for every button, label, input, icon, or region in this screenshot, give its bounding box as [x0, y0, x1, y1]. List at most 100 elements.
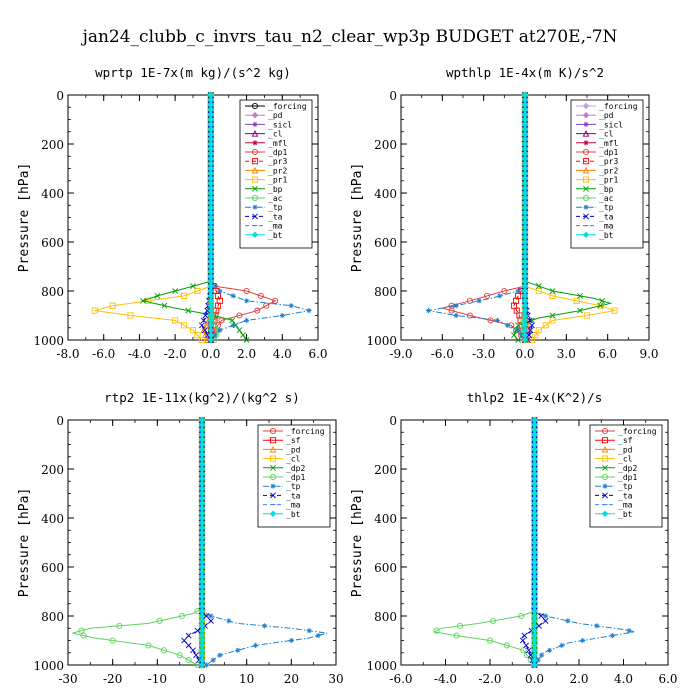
- data-point: [202, 312, 209, 319]
- legend-marker: [270, 483, 276, 489]
- y-tick-label: 800: [41, 610, 64, 624]
- legend-marker: [252, 140, 258, 146]
- data-point: [519, 637, 526, 644]
- data-point: [127, 312, 134, 319]
- y-tick-label: 1000: [366, 659, 397, 673]
- legend-label: _dp1: [268, 148, 287, 157]
- legend-label: _bt: [286, 510, 301, 519]
- data-point: [172, 317, 179, 324]
- data-point: [190, 283, 196, 290]
- data-point: [501, 287, 508, 295]
- data-point: [539, 652, 545, 658]
- legend-marker: [582, 129, 590, 137]
- data-point: [306, 628, 312, 634]
- data-point: [315, 633, 321, 639]
- data-point: [140, 297, 146, 304]
- data-point: [538, 613, 545, 619]
- data-point: [156, 617, 163, 624]
- chart-panel-4: thlp2 1E-4x(K^2)/s 0 200 400 600 800 1000-6.0 -…: [350, 390, 678, 686]
- data-point: [549, 292, 556, 299]
- data-point: [279, 312, 285, 319]
- data-point: [185, 657, 192, 664]
- panel-title: thlp2 1E-4x(K^2)/s: [467, 390, 602, 405]
- data-point: [583, 312, 591, 319]
- series-dp1: [72, 416, 206, 669]
- legend-label: _dp1: [599, 148, 618, 157]
- data-point: [145, 642, 152, 649]
- data-point: [453, 632, 460, 639]
- data-point: [453, 303, 459, 309]
- y-tick-label: 400: [41, 187, 64, 201]
- data-point: [535, 287, 542, 295]
- data-point: [91, 307, 98, 314]
- x-tick-label: 6.0: [598, 347, 617, 361]
- data-point: [194, 332, 201, 339]
- legend-label: _sicl: [599, 120, 623, 129]
- data-point: [518, 612, 525, 620]
- data-point: [626, 628, 632, 634]
- x-tick-label: 2.0: [569, 672, 588, 686]
- legend-marker: [251, 102, 259, 110]
- y-tick-label: 200: [41, 463, 64, 477]
- data-point: [521, 632, 528, 639]
- legend-marker: [583, 204, 589, 210]
- series-pr1: [91, 91, 214, 344]
- data-point: [235, 647, 241, 653]
- data-point: [172, 288, 179, 294]
- data-point: [536, 622, 542, 629]
- data-point: [484, 292, 491, 299]
- x-tick-label: -6.0: [431, 347, 454, 361]
- legend-label: _tp: [599, 203, 614, 212]
- data-point: [515, 327, 521, 333]
- legend-marker: [583, 121, 589, 127]
- x-tick-label: -30: [58, 672, 77, 686]
- x-tick-label: -2.0: [164, 347, 187, 361]
- legend-label: _mfl: [599, 139, 618, 148]
- y-axis-label: Pressure [hPa]: [17, 163, 32, 273]
- data-point: [261, 623, 268, 629]
- data-point: [176, 652, 183, 659]
- data-point: [80, 632, 87, 639]
- legend-box: [257, 424, 331, 528]
- legend-marker: [251, 176, 259, 183]
- data-point: [243, 287, 250, 295]
- legend-label: _ma: [286, 501, 301, 510]
- legend-marker: [252, 185, 258, 192]
- y-tick-label: 400: [41, 512, 64, 526]
- data-point: [527, 652, 534, 659]
- data-point: [487, 317, 494, 324]
- data-point: [198, 661, 206, 669]
- x-tick-label: -8.0: [56, 347, 79, 361]
- data-point: [230, 322, 236, 328]
- y-tick-label: 800: [41, 285, 64, 299]
- data-point: [577, 292, 584, 299]
- data-point: [190, 647, 196, 654]
- data-point: [198, 336, 205, 344]
- legend-marker: [582, 166, 590, 174]
- y-tick-label: 200: [374, 138, 397, 152]
- series-bt: [531, 416, 538, 669]
- legend-label: _dp1: [286, 473, 305, 482]
- data-point: [288, 637, 294, 644]
- panel-title: rtp2 1E-11x(kg^2)/(kg^2 s): [104, 390, 300, 405]
- data-point: [200, 317, 207, 324]
- data-point: [212, 283, 218, 289]
- series-bt: [198, 416, 206, 669]
- data-point: [531, 661, 538, 669]
- legend-label: _pr1: [268, 176, 287, 185]
- data-point: [199, 322, 205, 329]
- x-tick-label: -2.0: [478, 672, 501, 686]
- data-point: [257, 292, 264, 299]
- data-point: [210, 657, 216, 663]
- legend: _forcing_sf_pd_cl_dp2_dp1_tp_ta_ma_bt: [257, 424, 331, 528]
- data-point: [527, 327, 534, 334]
- legend-marker: [602, 492, 608, 499]
- chart-panel-3: rtp2 1E-11x(kg^2)/(kg^2 s)02004006008001…: [17, 390, 344, 686]
- data-point: [546, 647, 553, 653]
- data-point: [535, 327, 542, 334]
- legend-marker: [583, 213, 589, 220]
- legend-label: _sf: [286, 436, 301, 445]
- x-tick-label: 10: [239, 672, 254, 686]
- legend-marker: [270, 492, 276, 499]
